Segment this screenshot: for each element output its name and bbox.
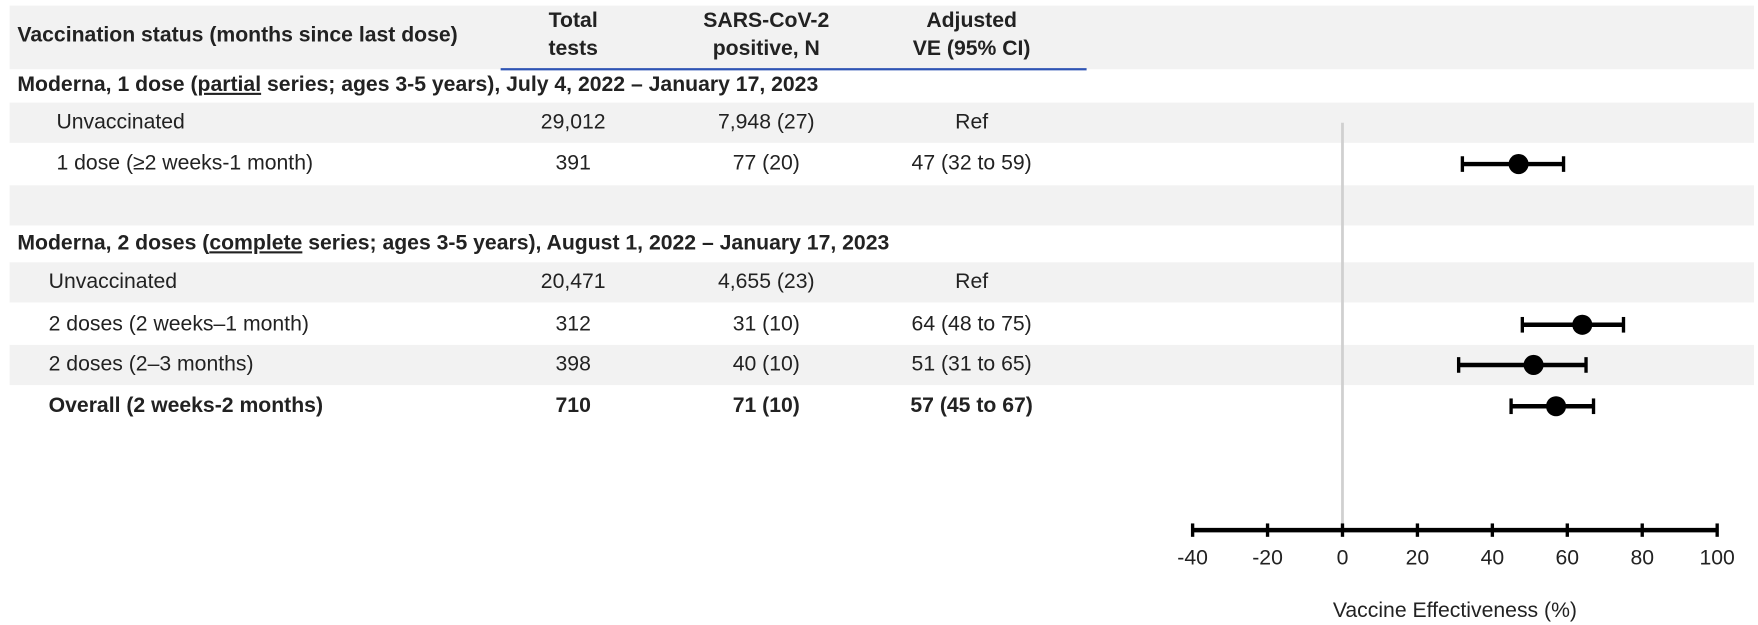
table-cell: 391: [556, 152, 591, 175]
table-cell: 40 (10): [733, 353, 800, 376]
section-title: Moderna, 1 dose (partial series; ages 3-…: [17, 72, 818, 95]
table-cell: 71 (10): [733, 394, 800, 417]
x-tick-label: -20: [1252, 547, 1283, 570]
table-cell: 398: [556, 353, 591, 376]
header-line: VE (95% CI): [913, 37, 1031, 60]
table-cell: 1 dose (≥2 weeks-1 month): [56, 152, 313, 175]
header-line: tests: [548, 37, 597, 60]
section-title-part: Moderna, 2 doses (: [17, 231, 210, 254]
table-cell: Unvaccinated: [56, 110, 184, 133]
x-axis-label: Vaccine Effectiveness (%): [1333, 599, 1577, 622]
table-cell: 77 (20): [733, 152, 800, 175]
table-cell: 312: [556, 312, 591, 335]
table-cell: 47 (32 to 59): [912, 152, 1032, 175]
table-cell: 31 (10): [733, 312, 800, 335]
header-band: [9, 5, 1755, 70]
section-title: Moderna, 2 doses (complete series; ages …: [17, 231, 889, 254]
x-tick-label: 100: [1699, 547, 1734, 570]
row-band: [9, 262, 1755, 303]
table-cell: 710: [556, 394, 591, 417]
table-cell: 20,471: [541, 270, 606, 293]
table-cell: 29,012: [541, 110, 606, 133]
table-cell: 51 (31 to 65): [912, 353, 1032, 376]
estimate-point: [1572, 314, 1593, 335]
section-title-part: complete: [209, 231, 302, 254]
header-line: Total: [549, 9, 598, 32]
table-cell: 57 (45 to 67): [910, 394, 1032, 417]
estimate-point: [1546, 396, 1567, 417]
estimate-point: [1508, 154, 1529, 175]
table-cell: 2 doses (2 weeks–1 month): [49, 312, 309, 335]
estimate-point: [1523, 354, 1544, 375]
header-cell: Total tests: [548, 9, 597, 60]
section-title-part: series; ages 3-5 years), July 4, 2022 – …: [261, 72, 818, 95]
x-tick-label: -40: [1177, 547, 1208, 570]
x-tick-label: 40: [1481, 547, 1505, 570]
x-tick-label: 20: [1406, 547, 1430, 570]
section-title-part: series; ages 3-5 years), August 1, 2022 …: [302, 231, 889, 254]
header-cell: Adjusted VE (95% CI): [913, 9, 1031, 60]
header-cell: SARS-CoV-2 positive, N: [703, 9, 829, 60]
table-cell: 2 doses (2–3 months): [49, 353, 254, 376]
x-tick-label: 80: [1630, 547, 1654, 570]
table-cell: 4,655 (23): [718, 270, 815, 293]
table-cell: 64 (48 to 75): [912, 312, 1032, 335]
x-tick-label: 0: [1337, 547, 1349, 570]
table-cell: Ref: [955, 270, 988, 293]
blank-band: [9, 185, 1755, 226]
header-line: positive, N: [713, 37, 820, 60]
section-title-part: partial: [198, 72, 262, 95]
table-cell: Ref: [955, 110, 988, 133]
x-tick-label: 60: [1556, 547, 1580, 570]
table-cell: Overall (2 weeks-2 months): [49, 394, 323, 417]
table-cell: 7,948 (27): [718, 110, 815, 133]
header-cell: Vaccination status (months since last do…: [17, 23, 457, 46]
table-cell: Unvaccinated: [49, 270, 177, 293]
header-line: SARS-CoV-2: [703, 9, 829, 32]
row-band: [9, 102, 1755, 143]
section-title-part: Moderna, 1 dose (: [17, 72, 198, 95]
header-line: Adjusted: [926, 9, 1017, 32]
